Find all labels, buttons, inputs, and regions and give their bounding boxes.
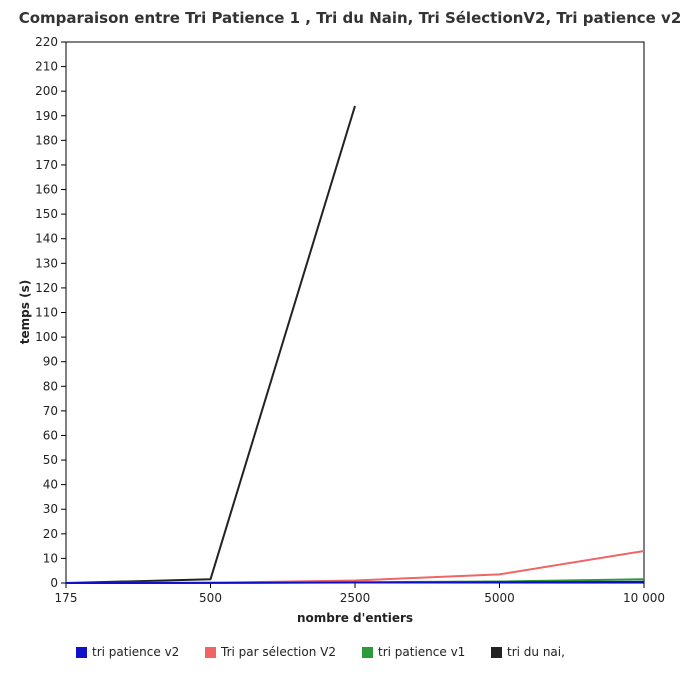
x-axis: 175 500 2500 5000 10 000 — [55, 583, 665, 605]
series-line-tri-du-nai — [65, 105, 356, 584]
x-tick-label: 10 000 — [623, 591, 665, 605]
chart-title: Comparaison entre Tri Patience 1 , Tri d… — [18, 9, 682, 27]
series-line-tri-patience-v2 — [65, 580, 645, 584]
x-tick-label: 5000 — [484, 591, 515, 605]
y-tick-label: 10 — [43, 551, 58, 565]
y-tick-label: 40 — [43, 478, 58, 492]
x-tick-label: 500 — [199, 591, 222, 605]
y-tick-label: 210 — [35, 60, 58, 74]
legend-swatch — [205, 646, 216, 658]
y-tick-label: 110 — [35, 306, 58, 320]
y-tick-label: 20 — [43, 527, 58, 541]
x-tick-label: 2500 — [340, 591, 371, 605]
legend-swatch — [362, 646, 373, 658]
series-line-tri-par-s-lection-v2 — [65, 550, 645, 584]
x-tick-label: 175 — [55, 591, 78, 605]
legend-swatch — [76, 646, 87, 658]
y-tick-label: 150 — [35, 207, 58, 221]
y-tick-label: 180 — [35, 133, 58, 147]
y-tick-label: 220 — [35, 35, 58, 49]
y-tick-label: 120 — [35, 281, 58, 295]
y-tick-label: 160 — [35, 183, 58, 197]
legend-item-tri-patience-v2: tri patience v2 — [76, 645, 179, 659]
y-tick-label: 200 — [35, 84, 58, 98]
y-tick-label: 50 — [43, 453, 58, 467]
y-tick-label: 130 — [35, 256, 58, 270]
y-tick-label: 0 — [50, 576, 58, 590]
plot-area-border — [65, 41, 645, 584]
legend-item-tri-du-nai: tri du nai, — [491, 645, 565, 659]
y-tick-label: 60 — [43, 428, 58, 442]
legend-label: Tri par sélection V2 — [221, 645, 336, 659]
y-axis-title: temps (s) — [18, 280, 32, 344]
y-axis: 0 10 20 30 40 50 60 70 80 90 100 110 120 130 140 150 160… — [35, 35, 66, 590]
legend-item-tri-patience-v1: tri patience v1 — [362, 645, 465, 659]
y-tick-label: 70 — [43, 404, 58, 418]
legend-swatch — [491, 646, 502, 658]
legend-item-tri-par-s-lection-v2: Tri par sélection V2 — [205, 645, 336, 659]
legend-label: tri du nai, — [507, 645, 565, 659]
legend-label: tri patience v1 — [378, 645, 466, 659]
y-tick-label: 140 — [35, 232, 58, 246]
x-axis-title: nombre d'entiers — [297, 611, 413, 625]
y-tick-label: 90 — [43, 355, 58, 369]
y-tick-label: 30 — [43, 502, 58, 516]
legend: tri patience v2 Tri par sélection V2 tri p… — [0, 645, 700, 665]
y-tick-label: 80 — [43, 379, 58, 393]
y-tick-label: 100 — [35, 330, 58, 344]
series-lines — [65, 105, 645, 584]
y-tick-label: 190 — [35, 109, 58, 123]
y-tick-label: 170 — [35, 158, 58, 172]
plot-frame — [65, 41, 645, 584]
legend-label: tri patience v2 — [92, 645, 180, 659]
